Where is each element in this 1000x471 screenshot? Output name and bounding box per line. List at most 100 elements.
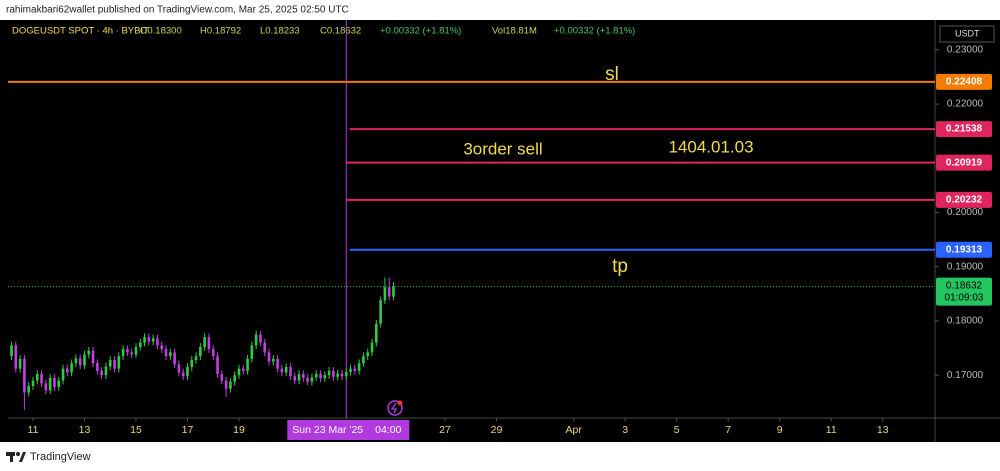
candle-body [340,373,344,377]
candle-body [117,356,121,369]
candle-body [57,380,61,388]
y-tick-label: 0.23000 [947,44,984,55]
candle-body [27,386,30,393]
last-price-label: 0.18632 [946,280,983,291]
candle-body [190,359,194,368]
candle-body [104,366,108,376]
candle-body [310,377,314,382]
candle-body [194,356,198,360]
legend-item: O0.18300 [140,26,182,37]
candle-body [392,286,395,297]
candle-body [10,345,13,357]
candle-body [259,334,262,343]
y-tick-label: 0.22000 [947,99,984,110]
candle-body [216,356,219,375]
candle-body [199,346,202,357]
candle-body [280,368,284,373]
y-tick-label: 0.17000 [947,370,984,381]
x-tick-label: 27 [439,424,451,436]
y-tick-label: 0.20000 [947,207,984,218]
x-tick-label: 17 [182,424,194,436]
candle-body [91,350,95,364]
crosshair-time: 04:00 [375,424,401,436]
candle-body [169,352,172,357]
candle-body [353,368,357,371]
candle-body [186,367,189,377]
currency-box [939,25,995,43]
candle-body [130,352,133,355]
legend-item: +0.00332 (+1.81%) [554,26,635,37]
legend-item: DOGEUSDT SPOT · 4h · BYBIT [12,26,149,37]
x-tick-label: 13 [877,424,889,436]
level-label-box [936,154,992,171]
level-label-box [936,241,992,258]
candle-body [323,375,327,379]
level-label-box [936,73,992,90]
level-label: 0.21538 [946,124,983,135]
candle-body [121,349,125,357]
candle-body [284,367,288,373]
candle-body [302,374,305,378]
candle-body [276,358,279,369]
candle-body [306,377,309,382]
level-label: 0.20919 [946,157,983,168]
candle-body [23,358,26,393]
candle-body [224,380,228,389]
candle-body [344,371,348,377]
candle-body [319,374,322,379]
candle-body [387,287,391,297]
x-tick-label: 9 [777,424,783,436]
candle-body [289,367,292,377]
candle-body [332,370,335,377]
candle-body [48,377,52,391]
x-tick-label: 11 [28,424,39,436]
candle-body [138,342,142,347]
candle-body [375,323,378,343]
level-label: 0.20232 [946,195,983,206]
candle-body [246,358,249,371]
candle-body [108,359,112,367]
candle-body [173,352,176,365]
legend-item: +0.00332 (+1.81%) [380,26,461,37]
candle-body [211,349,215,357]
annotation: 1404.01.03 [668,137,753,156]
candle-body [327,370,331,376]
y-tick-label: 0.18000 [947,316,984,327]
candle-body [14,345,18,369]
last-price-box [936,277,992,306]
candle-body [383,287,387,301]
event-icon [387,400,403,416]
candle-body [362,356,365,364]
legend-item: Vol18.81M [492,26,537,37]
x-tick-label: 3 [622,424,628,436]
level-label: 0.19313 [946,244,983,255]
brand-name: TradingView [30,451,91,463]
level-label-box [936,191,992,208]
y-tick-label: 0.19000 [947,261,984,272]
candle-body [237,368,241,376]
annotation: tp [612,256,628,277]
x-tick-label: 11 [826,424,837,436]
crosshair-date: Sun 23 Mar '25 [292,424,363,436]
candle-body [207,337,211,350]
legend-item: L0.18233 [260,26,300,37]
candle-body [100,370,103,376]
candle-body [53,377,56,388]
candle-body [74,358,78,364]
level-label-box [936,121,992,138]
x-tick-label: 7 [725,424,731,436]
candle-body [156,338,159,346]
candle-body [78,358,82,366]
candle-body [250,345,254,359]
candle-body [314,374,318,378]
x-tick-label: 13 [79,424,91,436]
candle-body [241,368,245,371]
candle-body [272,358,275,362]
legend-item: C0.18632 [320,26,361,37]
candle-body [297,374,301,381]
candle-body [126,349,129,353]
candle-body [229,381,232,389]
candle-body [181,372,185,377]
